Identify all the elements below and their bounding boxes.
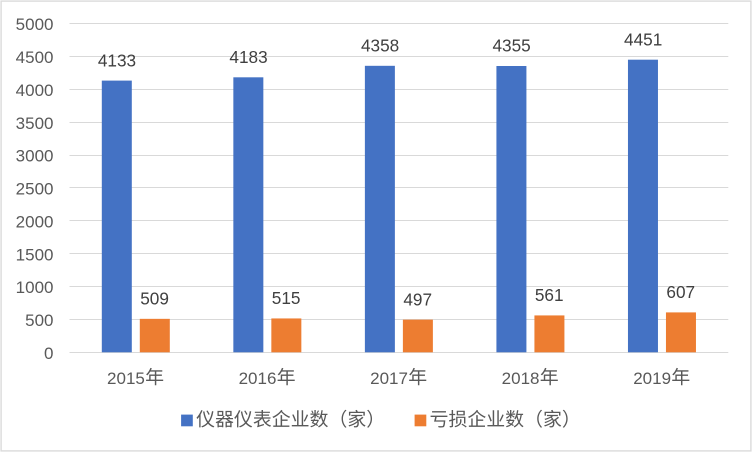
svg-text:561: 561: [535, 285, 564, 305]
svg-text:5000: 5000: [16, 15, 54, 34]
svg-text:3000: 3000: [16, 147, 54, 166]
svg-text:515: 515: [272, 288, 301, 308]
svg-text:4133: 4133: [98, 50, 136, 70]
svg-text:4183: 4183: [229, 47, 267, 67]
svg-text:4500: 4500: [16, 48, 54, 67]
svg-text:4355: 4355: [492, 36, 530, 56]
svg-text:4451: 4451: [624, 29, 662, 49]
svg-text:0: 0: [44, 344, 53, 363]
svg-text:607: 607: [666, 282, 695, 302]
svg-text:2019: 2019: [633, 369, 671, 388]
svg-text:4000: 4000: [16, 81, 54, 100]
svg-text:2500: 2500: [16, 180, 54, 199]
svg-text:2017: 2017: [370, 369, 408, 388]
svg-text:4358: 4358: [361, 36, 399, 56]
svg-text:1000: 1000: [16, 278, 54, 297]
svg-text:1500: 1500: [16, 245, 54, 264]
svg-text:2018: 2018: [502, 369, 540, 388]
svg-text:497: 497: [403, 289, 432, 309]
svg-text:500: 500: [25, 311, 53, 330]
svg-text:509: 509: [140, 289, 169, 309]
svg-text:2016: 2016: [239, 369, 277, 388]
svg-text:2000: 2000: [16, 212, 54, 231]
svg-text:2015: 2015: [107, 369, 145, 388]
svg-text:3500: 3500: [16, 114, 54, 133]
